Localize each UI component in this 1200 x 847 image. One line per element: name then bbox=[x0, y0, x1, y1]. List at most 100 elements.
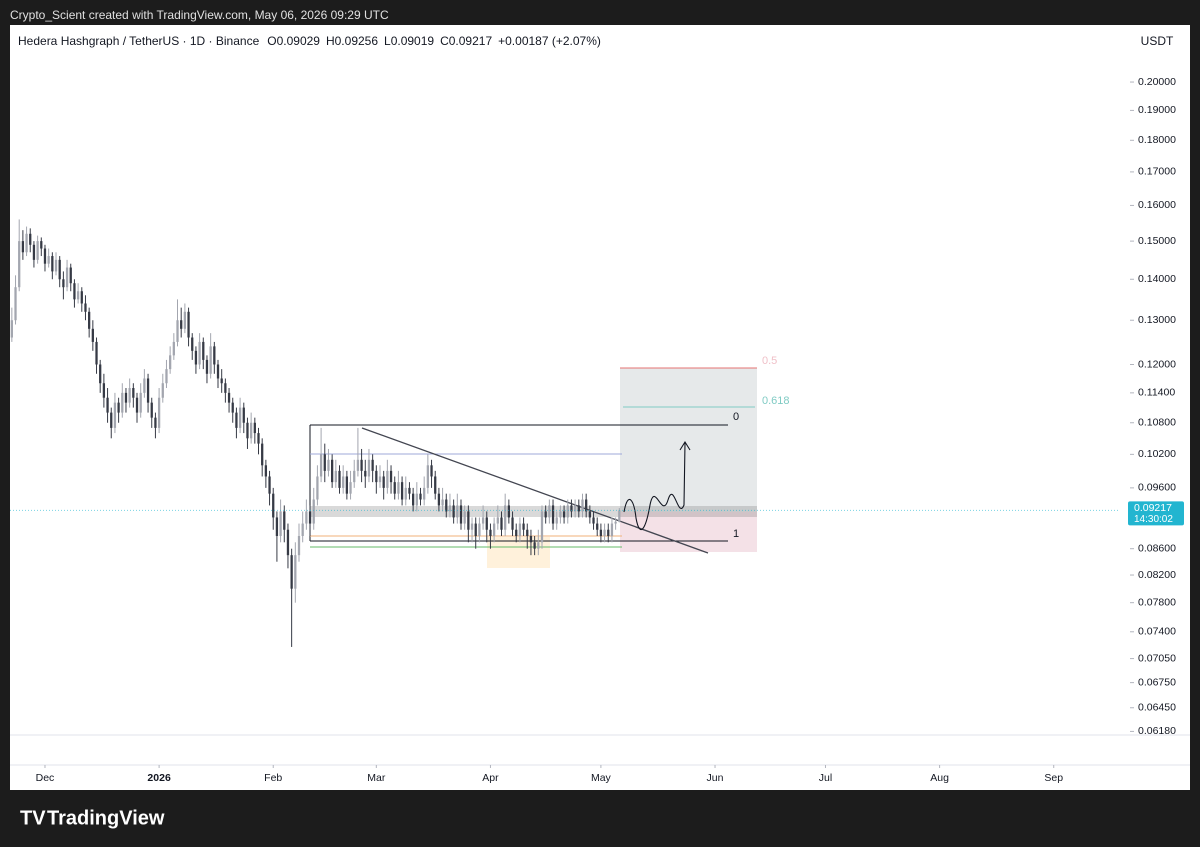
candle-body bbox=[345, 476, 349, 494]
candle-body bbox=[456, 505, 459, 518]
candle-body bbox=[459, 505, 463, 524]
candle-body bbox=[106, 397, 109, 413]
candle-body bbox=[32, 244, 36, 260]
y-tick-label: 0.10800 bbox=[1138, 417, 1176, 429]
candle-body bbox=[297, 535, 301, 556]
candle-body bbox=[430, 465, 433, 477]
candle-body bbox=[132, 388, 135, 398]
candle-body bbox=[489, 529, 492, 536]
candle-body bbox=[448, 505, 452, 512]
candle-body bbox=[194, 350, 198, 365]
candle-body bbox=[404, 487, 407, 500]
candle-body bbox=[294, 555, 297, 589]
y-tick-label: 0.13000 bbox=[1138, 314, 1176, 326]
candle-body bbox=[124, 392, 128, 403]
y-tick-label: 0.17000 bbox=[1138, 166, 1176, 178]
candle-body bbox=[95, 341, 98, 365]
candle-body bbox=[533, 542, 536, 549]
candle-body bbox=[312, 499, 315, 524]
candle-body bbox=[544, 511, 547, 518]
candle-body bbox=[566, 505, 569, 518]
candle-body bbox=[400, 482, 404, 500]
candle-body bbox=[371, 459, 374, 471]
y-tick-label: 0.12000 bbox=[1138, 358, 1176, 370]
candle-body bbox=[327, 459, 330, 471]
candle-body bbox=[143, 378, 146, 393]
candle-body bbox=[231, 402, 234, 413]
supply-band bbox=[310, 506, 757, 517]
candle-body bbox=[165, 369, 168, 384]
candle-body bbox=[183, 311, 187, 329]
y-tick-label: 0.06180 bbox=[1138, 725, 1176, 737]
candle-body bbox=[592, 517, 595, 524]
candle-body bbox=[65, 267, 69, 288]
candle-body bbox=[43, 248, 47, 264]
y-tick-label: 0.10200 bbox=[1138, 448, 1176, 460]
x-tick-label: 2026 bbox=[147, 772, 171, 784]
candle-body bbox=[224, 383, 227, 393]
candle-body bbox=[492, 523, 496, 536]
candle-body bbox=[559, 511, 562, 518]
candle-body bbox=[570, 505, 573, 512]
candle-body bbox=[537, 542, 540, 549]
x-tick-label: Aug bbox=[930, 772, 949, 784]
candle-body bbox=[187, 311, 190, 338]
candle-body bbox=[474, 523, 477, 536]
y-tick-label: 0.06750 bbox=[1138, 676, 1176, 688]
candle-body bbox=[202, 341, 205, 360]
candle-body bbox=[353, 470, 356, 483]
candle-body bbox=[76, 291, 80, 300]
candle-body bbox=[150, 402, 153, 418]
candle-body bbox=[286, 529, 290, 556]
candle-body bbox=[110, 412, 113, 428]
candle-body bbox=[176, 320, 179, 342]
candle-body bbox=[121, 392, 124, 413]
fib-label: 0.5 bbox=[762, 355, 777, 367]
candle-body bbox=[485, 517, 488, 530]
candle-body bbox=[463, 511, 466, 524]
candle-body bbox=[411, 493, 415, 506]
demand-box bbox=[487, 537, 550, 568]
candle-body bbox=[588, 511, 591, 518]
legend-high: H0.09256 bbox=[326, 34, 378, 48]
candle-body bbox=[264, 465, 268, 477]
y-tick-label: 0.09600 bbox=[1138, 482, 1176, 494]
candle-body bbox=[198, 341, 201, 365]
x-tick-label: Jul bbox=[819, 772, 832, 784]
candle-body bbox=[235, 412, 238, 428]
fib-label: 0.618 bbox=[762, 395, 790, 407]
candle-body bbox=[393, 482, 396, 494]
candle-body bbox=[423, 487, 426, 500]
candles bbox=[10, 219, 621, 647]
logo-mark: TV bbox=[20, 807, 46, 829]
candle-body bbox=[268, 476, 271, 494]
candle-body bbox=[330, 459, 334, 483]
candle-body bbox=[585, 499, 588, 512]
candle-body bbox=[441, 499, 444, 506]
candle-body bbox=[529, 535, 533, 543]
candle-body bbox=[316, 476, 319, 500]
candle-body bbox=[36, 241, 39, 260]
candle-body bbox=[161, 383, 164, 398]
legend-open: O0.09029 bbox=[267, 34, 320, 48]
candle-body bbox=[18, 241, 21, 288]
candle-body bbox=[500, 517, 503, 530]
candle-body bbox=[227, 392, 231, 403]
candle-body bbox=[364, 470, 367, 477]
candle-body bbox=[242, 407, 245, 423]
candle-body bbox=[253, 422, 256, 434]
candle-body bbox=[397, 482, 400, 494]
candle-body bbox=[562, 511, 566, 518]
x-tick-label: May bbox=[591, 772, 612, 784]
x-tick-label: Jun bbox=[707, 772, 724, 784]
candle-body bbox=[88, 311, 91, 329]
legend-change: +0.00187 (+2.07%) bbox=[498, 34, 601, 48]
x-tick-label: Feb bbox=[264, 772, 282, 784]
candle-body bbox=[349, 482, 352, 494]
candle-body bbox=[603, 529, 606, 536]
candle-body bbox=[437, 493, 441, 506]
candle-body bbox=[573, 505, 577, 512]
candle-body bbox=[47, 256, 50, 264]
